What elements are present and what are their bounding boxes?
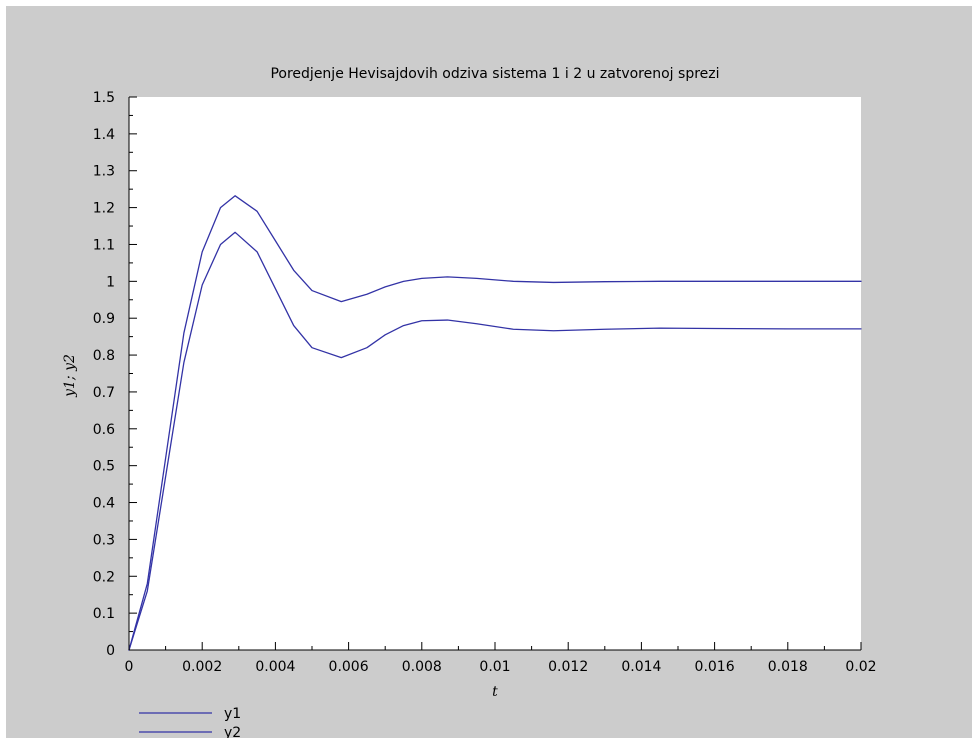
y-tick-label: 0.1 — [93, 606, 115, 622]
y-axis-label: y1; y2 — [62, 354, 78, 398]
x-tick-label: 0.004 — [255, 659, 295, 675]
x-tick-label: 0.018 — [768, 659, 808, 675]
y-tick-label: 1.2 — [93, 201, 115, 217]
x-axis-label: t — [492, 684, 498, 700]
y-tick-label: 1 — [106, 274, 115, 290]
chart: Poredjenje Hevisajdovih odziva sistema 1… — [62, 66, 877, 738]
plot-area — [129, 97, 861, 650]
x-tick-label: 0.008 — [402, 659, 442, 675]
legend-label-y1: y1 — [224, 706, 241, 722]
x-tick-label: 0.02 — [845, 659, 876, 675]
y-tick-label: 0.8 — [93, 348, 115, 364]
x-tick-label: 0.006 — [329, 659, 369, 675]
y-tick-label: 0.9 — [93, 311, 115, 327]
x-tick-label: 0.002 — [182, 659, 222, 675]
chart-title: Poredjenje Hevisajdovih odziva sistema 1… — [270, 66, 719, 82]
legend-label-y2: y2 — [224, 725, 241, 738]
y-tick-label: 1.3 — [93, 164, 115, 180]
y-tick-label: 0.3 — [93, 532, 115, 548]
x-tick-label: 0.01 — [479, 659, 510, 675]
axes-layer: 0 0.002 0.004 0.006 0.008 0.01 0.012 0.014 0.016… — [93, 90, 877, 675]
y-tick-label: 0.5 — [93, 459, 115, 475]
figure-background: Poredjenje Hevisajdovih odziva sistema 1… — [6, 6, 972, 738]
x-tick-label: 0.012 — [548, 659, 588, 675]
y-tick-label: 0.2 — [93, 569, 115, 585]
series-line-y1 — [128, 195, 862, 651]
y-tick-label: 0.6 — [93, 422, 115, 438]
y-tick-label: 0.7 — [93, 385, 115, 401]
y-tick-label: 1.1 — [93, 237, 115, 253]
series-layer — [128, 195, 862, 651]
x-tick-label: 0.014 — [621, 659, 661, 675]
series-line-y2 — [128, 231, 862, 651]
x-tick-label: 0.016 — [695, 659, 735, 675]
y-tick-label: 1.5 — [93, 90, 115, 106]
x-tick-label: 0 — [125, 659, 134, 675]
y-tick-label: 0 — [106, 643, 115, 659]
y-tick-label: 0.4 — [93, 496, 115, 512]
y-tick-label: 1.4 — [93, 127, 115, 143]
